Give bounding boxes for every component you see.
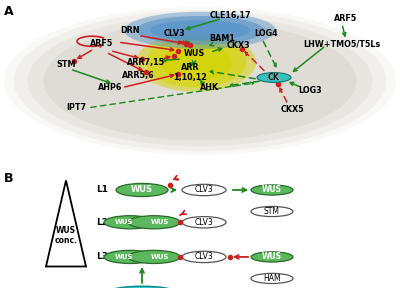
- Text: AHP6: AHP6: [98, 83, 122, 92]
- Text: ARF5: ARF5: [334, 14, 358, 23]
- Ellipse shape: [43, 22, 357, 140]
- Text: CLV3: CLV3: [163, 29, 185, 38]
- Text: CK: CK: [268, 73, 280, 82]
- Text: LOG3: LOG3: [298, 86, 322, 96]
- Ellipse shape: [104, 250, 156, 264]
- Ellipse shape: [4, 7, 396, 155]
- Text: STM: STM: [264, 207, 280, 216]
- Ellipse shape: [251, 206, 293, 217]
- Ellipse shape: [116, 183, 168, 197]
- Text: WUS: WUS: [115, 254, 133, 260]
- Text: CKX3: CKX3: [226, 41, 250, 50]
- Text: WUS: WUS: [115, 219, 133, 225]
- Text: CLV3: CLV3: [195, 252, 213, 262]
- Text: L3: L3: [96, 252, 108, 262]
- Ellipse shape: [182, 184, 226, 196]
- Text: WUS
conc.: WUS conc.: [54, 226, 78, 245]
- Text: ARF5: ARF5: [90, 39, 114, 48]
- Ellipse shape: [14, 10, 386, 151]
- Ellipse shape: [251, 185, 293, 195]
- Ellipse shape: [128, 250, 180, 264]
- Text: ARR
1,10,12: ARR 1,10,12: [173, 63, 207, 82]
- Text: CLE16,17: CLE16,17: [209, 11, 251, 20]
- Text: CLV3: CLV3: [195, 185, 213, 194]
- Ellipse shape: [251, 252, 293, 262]
- Text: IPT7: IPT7: [66, 103, 86, 112]
- Text: AHK: AHK: [200, 83, 220, 92]
- Ellipse shape: [160, 44, 232, 81]
- Text: CKX5: CKX5: [280, 105, 304, 114]
- Ellipse shape: [28, 16, 372, 146]
- Ellipse shape: [150, 20, 250, 40]
- Text: WUS: WUS: [151, 254, 169, 260]
- Text: WUS: WUS: [262, 252, 282, 262]
- Text: DRN: DRN: [120, 26, 140, 35]
- Text: L2: L2: [96, 218, 108, 227]
- Text: LHW+TMO5/T5Ls: LHW+TMO5/T5Ls: [303, 39, 381, 48]
- Ellipse shape: [104, 216, 156, 229]
- Ellipse shape: [251, 273, 293, 283]
- Text: WUS: WUS: [151, 219, 169, 225]
- Ellipse shape: [128, 216, 180, 229]
- Ellipse shape: [136, 16, 264, 45]
- Text: L1: L1: [96, 185, 108, 194]
- Text: BAM1: BAM1: [209, 34, 235, 43]
- Ellipse shape: [107, 286, 177, 288]
- Text: CLV3: CLV3: [195, 218, 213, 227]
- Text: WUS: WUS: [262, 185, 282, 194]
- Ellipse shape: [124, 12, 276, 49]
- Text: A: A: [4, 5, 14, 18]
- Text: WUS: WUS: [131, 185, 153, 194]
- Text: WUS: WUS: [183, 50, 205, 58]
- Text: STM: STM: [56, 60, 76, 69]
- Polygon shape: [46, 180, 86, 266]
- Ellipse shape: [257, 73, 291, 82]
- Text: ARR7,15: ARR7,15: [127, 58, 165, 67]
- Text: CK: CK: [268, 73, 280, 82]
- Ellipse shape: [182, 217, 226, 228]
- Ellipse shape: [136, 33, 256, 92]
- Text: B: B: [4, 172, 14, 185]
- Text: HAM: HAM: [263, 274, 281, 283]
- Text: LOG4: LOG4: [254, 29, 278, 38]
- Ellipse shape: [146, 37, 246, 88]
- Ellipse shape: [182, 251, 226, 263]
- Text: ARR5,6: ARR5,6: [122, 71, 154, 80]
